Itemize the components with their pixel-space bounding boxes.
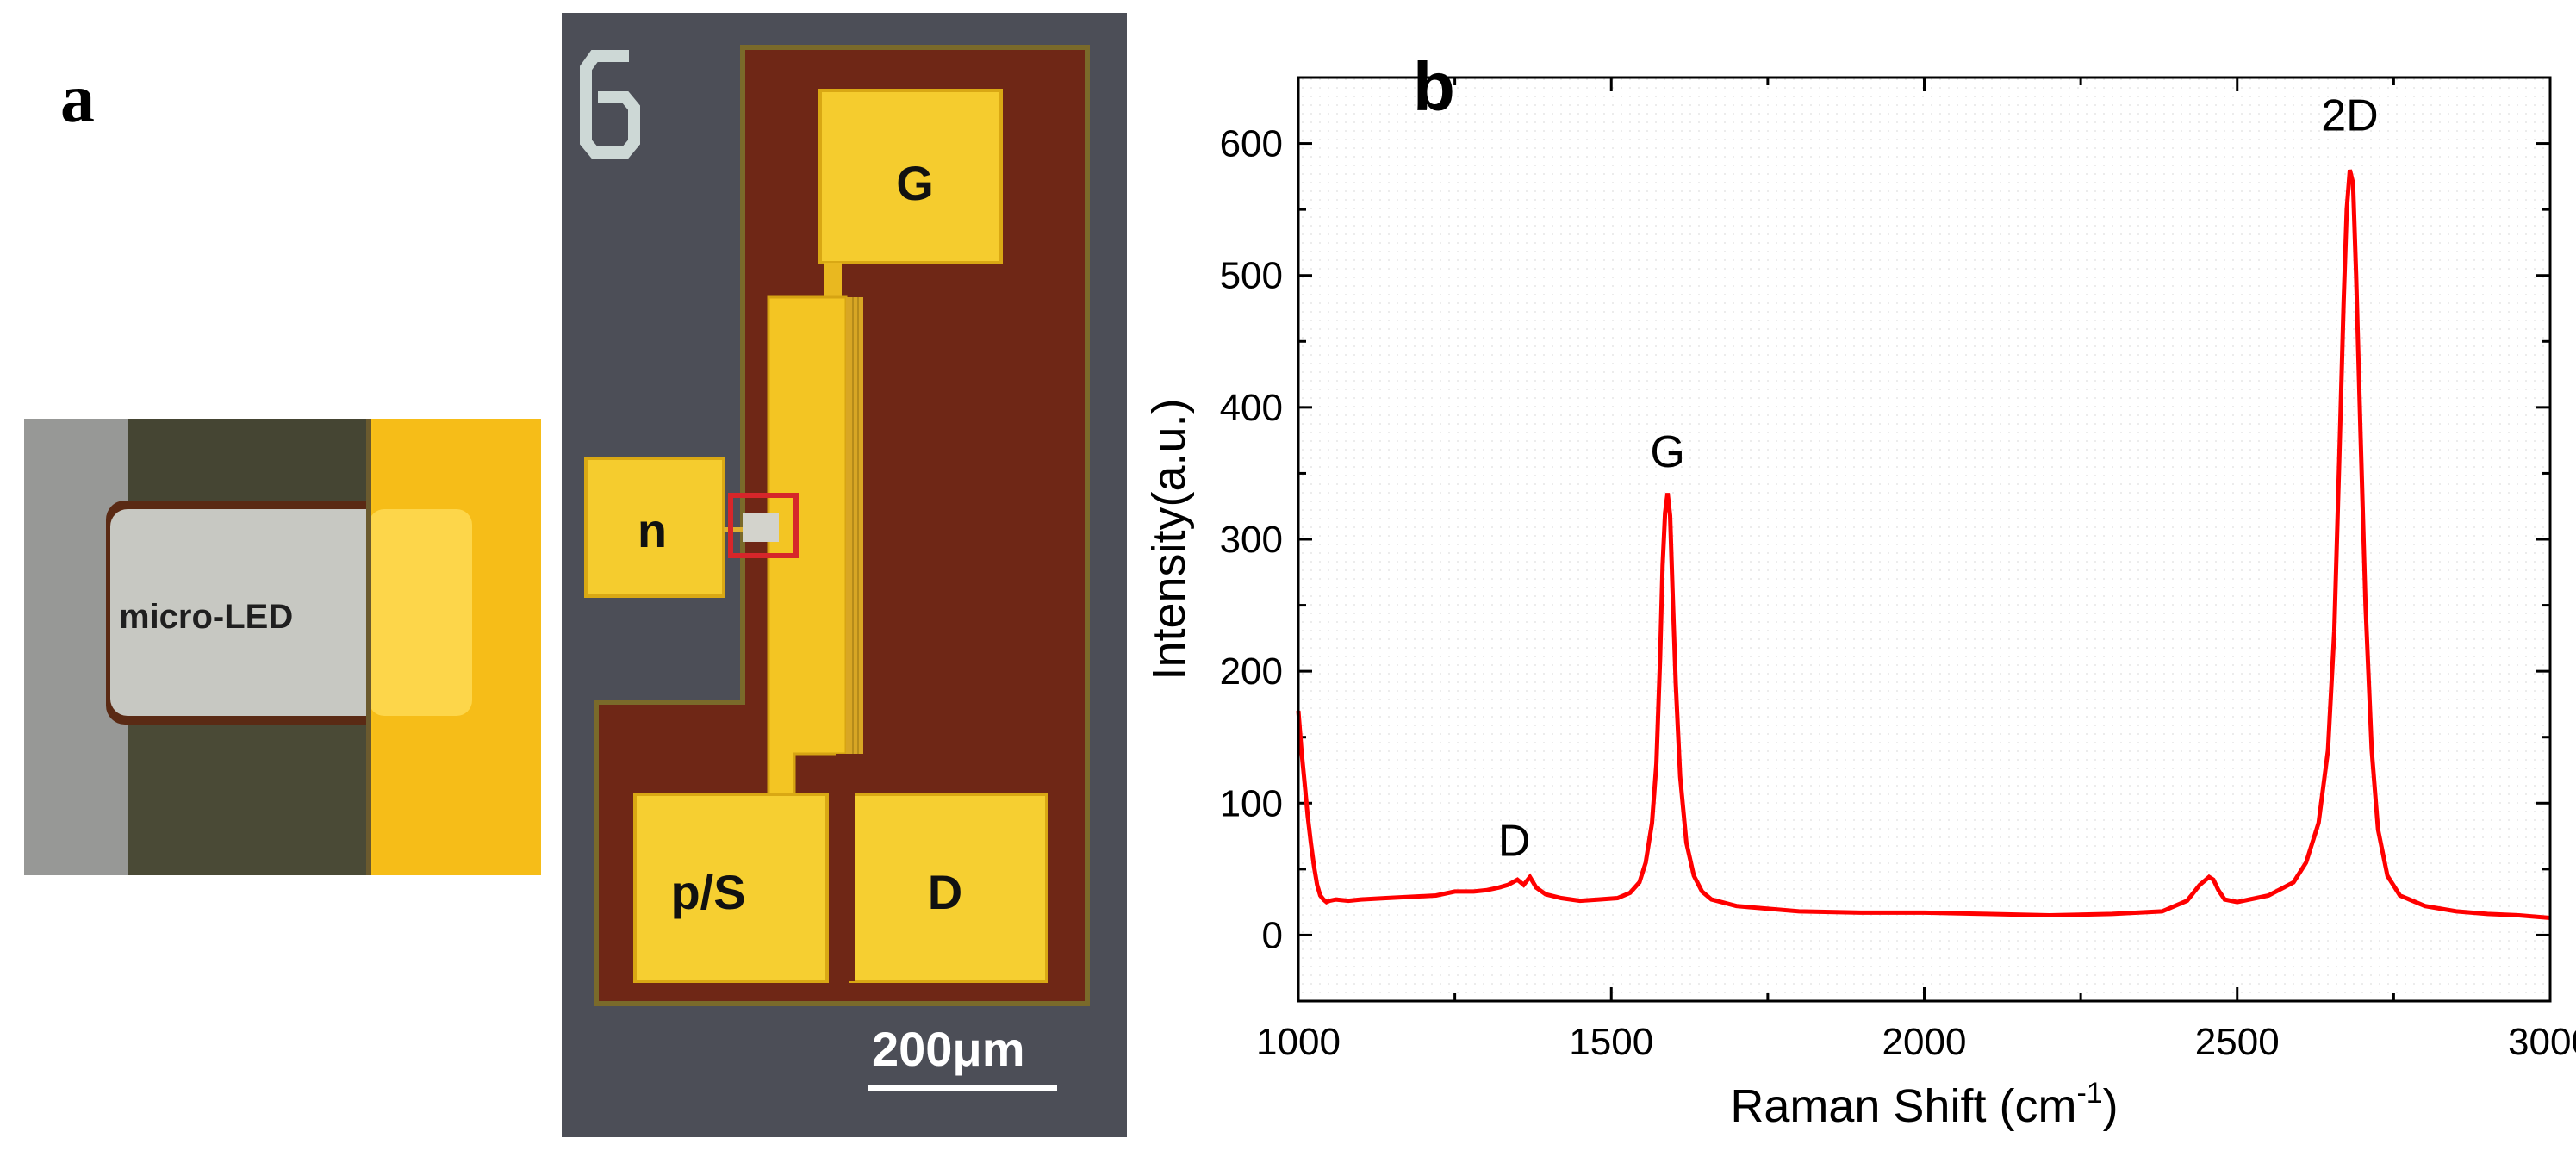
peak-label-2d: 2D [2321, 90, 2378, 140]
source-pad-label: p/S [670, 865, 746, 919]
x-tick-label: 2500 [2195, 1021, 2280, 1063]
x-tick-label: 1000 [1256, 1021, 1341, 1063]
gate-pad [818, 89, 1003, 264]
panel-b-letter: b [1413, 48, 1455, 125]
y-tick-label: 200 [1220, 650, 1283, 693]
plot-area [1298, 78, 2550, 1001]
drain-pad-label: D [927, 865, 963, 919]
source-pad [633, 793, 829, 983]
micro-led-inset-image: micro-LED [24, 419, 541, 875]
x-axis-label: Raman Shift (cm-1) [1730, 1077, 2118, 1132]
zoom-region-box [728, 493, 799, 558]
gate-pad-label: G [896, 156, 934, 210]
panel-a-letter: a [60, 61, 95, 137]
y-tick-label: 300 [1220, 519, 1283, 561]
plot-frame [1297, 76, 2552, 1003]
peak-label-g: G [1650, 427, 1684, 477]
raman-spectrum-line [1296, 169, 2551, 920]
y-tick-label: 500 [1220, 255, 1283, 297]
x-tick-label: 2000 [1882, 1021, 1967, 1063]
device-micrograph-graphic [562, 13, 1127, 1137]
y-tick-label: 400 [1220, 387, 1283, 429]
y-tick-label: 100 [1220, 782, 1283, 824]
n-pad-label: n [637, 503, 668, 557]
micro-led-label: micro-LED [119, 598, 294, 636]
scale-bar-label: 200μm [872, 1022, 1025, 1076]
micro-led-inset-graphic [24, 419, 541, 875]
peak-label-d: D [1498, 817, 1531, 867]
y-tick-label: 0 [1262, 914, 1283, 956]
y-tick-label: 600 [1220, 123, 1283, 165]
drain-pad [849, 793, 1048, 983]
y-axis-label: Intensity(a.u.) [1143, 398, 1195, 680]
x-tick-label: 1500 [1569, 1021, 1653, 1063]
device-micrograph: G n p/S D 200μm 6 [562, 13, 1127, 1137]
